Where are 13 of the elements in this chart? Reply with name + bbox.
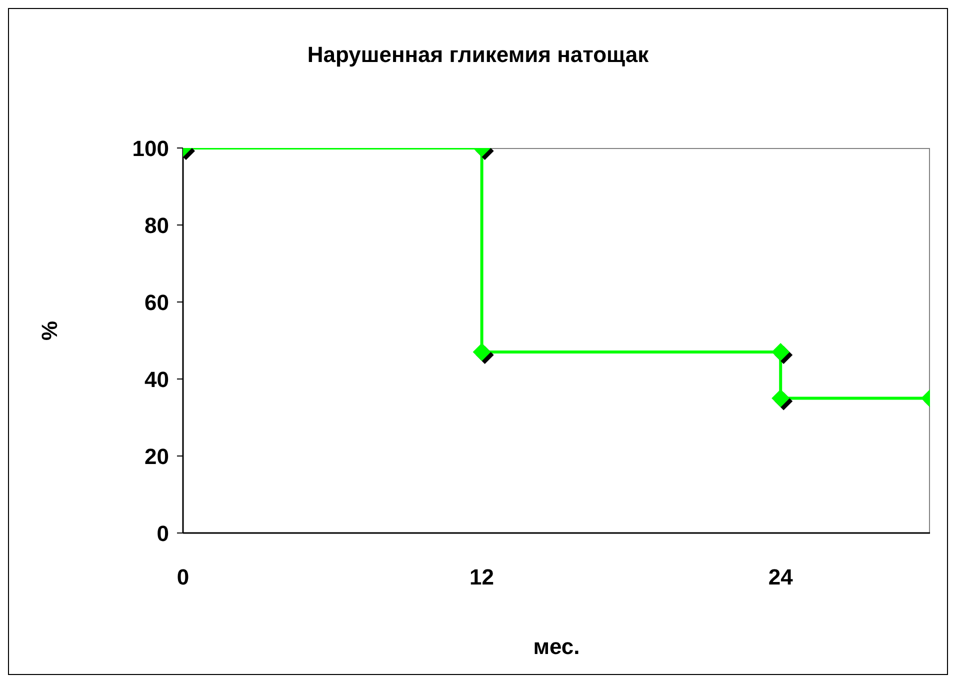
y-tick-label: 60	[144, 290, 169, 315]
x-tick-label: 0	[176, 564, 190, 590]
y-tick-label: 0	[156, 520, 169, 546]
chart-title: Нарушенная гликемия натощак	[306, 42, 650, 68]
y-tick-label: 100	[132, 136, 169, 161]
x-axis-title: мес.	[533, 634, 580, 659]
y-tick-label: 20	[144, 444, 169, 469]
x-tick-label: 12	[470, 564, 494, 590]
point	[472, 343, 491, 362]
y-axis-title: %	[36, 320, 62, 340]
y-tick-label: 40	[144, 366, 169, 392]
x-tick-label: 24	[768, 564, 794, 590]
y-tick-label: 80	[144, 212, 169, 238]
